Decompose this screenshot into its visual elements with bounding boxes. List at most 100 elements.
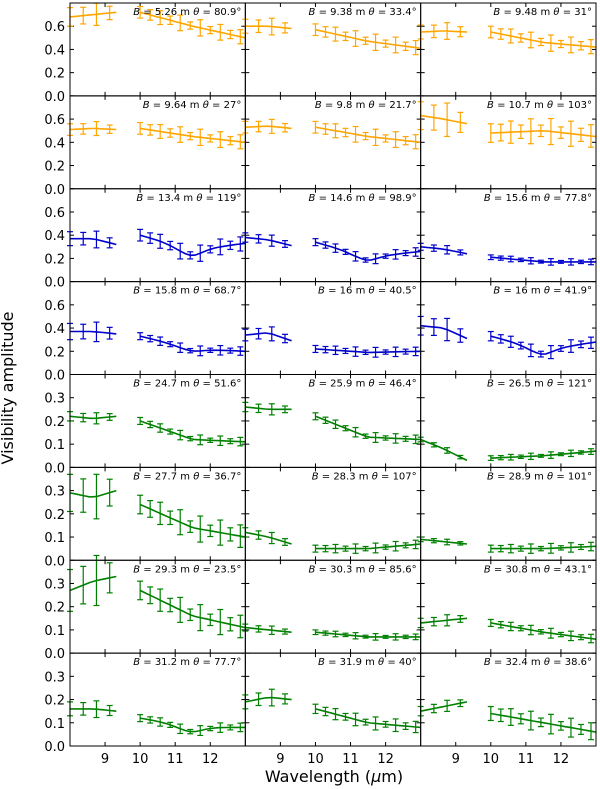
- annotation-part: °: [236, 471, 241, 482]
- series-short: [420, 324, 468, 340]
- angle-value: 51.6: [214, 379, 236, 390]
- annotation-part: =: [325, 657, 340, 668]
- panel-annotation: B = 24.7 m θ = 51.6°: [133, 379, 241, 390]
- baseline-value: 32.4: [505, 657, 527, 668]
- annotation-part: =: [375, 564, 390, 575]
- annotation-part: B: [493, 7, 500, 18]
- baseline-value: 16: [340, 286, 353, 297]
- series-long: [490, 256, 596, 263]
- panel-annotation: B = 28.9 m θ = 101°: [487, 471, 592, 482]
- y-tick-label: 0.0: [44, 90, 65, 105]
- baseline-value: 9.8: [337, 100, 353, 111]
- y-tick-label: 0.0: [44, 183, 65, 198]
- baseline-value: 5.26: [155, 7, 177, 18]
- y-tick-label: 0.2: [44, 345, 65, 360]
- series-long: [139, 127, 246, 144]
- panel: B = 13.4 m θ = 119° 0.0 0.2 0.4 0.6: [44, 188, 246, 291]
- annotation-part: =: [150, 100, 165, 111]
- annotation-part: B: [309, 193, 316, 204]
- annotation-part: =: [491, 657, 506, 668]
- baseline-value: 13.4: [158, 193, 180, 204]
- baseline-value: 14.6: [330, 193, 352, 204]
- annotation-part: B: [133, 7, 140, 18]
- y-axis-label: Visibility amplitude: [0, 312, 17, 465]
- angle-value: 31: [574, 7, 587, 18]
- y-tick-label: 0.0: [44, 554, 65, 569]
- annotation-part: =: [319, 471, 334, 482]
- panel-annotation: B = 9.38 m θ = 33.4°: [309, 7, 417, 18]
- series-short: [420, 617, 468, 624]
- y-tick-label: 0.1: [44, 438, 65, 453]
- annotation-part: =: [325, 286, 340, 297]
- annotation-part: m: [177, 657, 193, 668]
- annotation-part: =: [500, 286, 515, 297]
- annotation-part: =: [315, 193, 330, 204]
- y-tick-label: 0.3: [44, 670, 65, 685]
- annotation-part: °: [412, 7, 417, 18]
- annotation-part: θ: [369, 7, 375, 18]
- annotation-part: θ: [544, 286, 550, 297]
- annotation-part: =: [491, 193, 506, 204]
- x-tick-label: 12: [377, 752, 394, 767]
- y-tick-label: 0.4: [44, 136, 65, 151]
- series-short: [420, 438, 468, 462]
- annotation-part: =: [140, 379, 155, 390]
- angle-value: 77.8: [565, 193, 587, 204]
- panel: B = 28.3 m θ = 107°: [242, 466, 422, 561]
- annotation-part: =: [384, 657, 399, 668]
- panel: B = 9.48 m θ = 31°: [417, 2, 597, 97]
- annotation-part: θ: [369, 100, 375, 111]
- series-short: [69, 415, 117, 420]
- y-tick-label: 0.1: [44, 531, 65, 546]
- y-tick-label: 0.2: [44, 252, 65, 267]
- annotation-part: θ: [369, 379, 375, 390]
- annotation-part: °: [412, 564, 417, 575]
- annotation-part: =: [553, 100, 568, 111]
- annotation-part: B: [315, 100, 322, 111]
- annotation-part: θ: [196, 193, 202, 204]
- baseline-value: 27.7: [155, 471, 177, 482]
- series-long: [315, 543, 421, 550]
- annotation-part: B: [484, 657, 491, 668]
- x-tick-label: 9: [101, 752, 109, 767]
- annotation-part: =: [199, 657, 214, 668]
- series-short: [245, 236, 292, 247]
- annotation-part: =: [550, 193, 565, 204]
- panel-annotation: B = 15.8 m θ = 68.7°: [133, 286, 241, 297]
- annotation-part: B: [487, 471, 494, 482]
- series-long: [315, 348, 421, 354]
- annotation-part: °: [236, 564, 241, 575]
- angle-value: 77.7: [214, 657, 236, 668]
- annotation-part: =: [315, 7, 330, 18]
- annotation-part: B: [309, 7, 316, 18]
- annotation-part: =: [315, 564, 330, 575]
- annotation-part: m: [180, 193, 196, 204]
- y-tick-label: 0.6: [44, 20, 65, 35]
- angle-value: 121: [568, 379, 587, 390]
- annotation-part: B: [133, 471, 140, 482]
- series-long: [315, 708, 421, 729]
- panel: B = 9.64 m θ = 27° 0.0 0.2 0.4 0.6: [44, 95, 246, 198]
- series-short: [245, 332, 292, 342]
- x-axis-label-mu: μ: [370, 767, 381, 786]
- angle-value: 85.6: [389, 564, 411, 575]
- annotation-part: m: [352, 100, 368, 111]
- series-short: [70, 330, 117, 335]
- annotation-part: m: [177, 379, 193, 390]
- annotation-part: B: [484, 564, 491, 575]
- series-short: [69, 575, 117, 592]
- annotation-part: =: [199, 379, 214, 390]
- panel-annotation: B = 14.6 m θ = 98.9°: [309, 193, 417, 204]
- panel-annotation: B = 28.3 m θ = 107°: [312, 471, 417, 482]
- series-long: [490, 31, 597, 48]
- baseline-value: 9.38: [330, 7, 352, 18]
- panel-annotation: B = 5.26 m θ = 80.9°: [133, 7, 241, 18]
- annotation-part: B: [487, 100, 494, 111]
- x-axis-label: Wavelength (μm): [265, 767, 403, 786]
- annotation-part: m: [528, 564, 544, 575]
- y-tick-label: 0.3: [44, 577, 65, 592]
- annotation-part: m: [352, 193, 368, 204]
- annotation-part: B: [312, 471, 319, 482]
- series-short: [70, 237, 117, 246]
- annotation-part: B: [133, 379, 140, 390]
